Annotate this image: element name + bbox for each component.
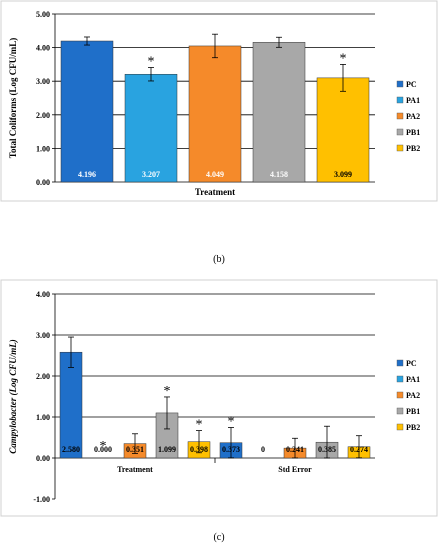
- y-tick-label-c: 4.00: [36, 290, 50, 299]
- data-label-c-pb1-0: 1.099: [158, 445, 176, 454]
- x-category-label-c: Treatment: [117, 465, 153, 474]
- y-tick-label-b: 3.00: [36, 77, 50, 86]
- chart-panel-b: 0.00 1.00 2.00 3.00 4.00 5.00 4.196 * 3.207 4.049…: [0, 0, 438, 202]
- data-label-c-pb1-1: 0.385: [318, 445, 336, 454]
- legend-swatch-pb2: [396, 144, 404, 152]
- data-label-c-pb2-1: 0.274: [350, 445, 368, 454]
- y-tick-label-c: 0.00: [36, 454, 50, 463]
- legend-swatch-pa2: [396, 112, 404, 120]
- y-tick-label-c: 1.00: [36, 413, 50, 422]
- data-label-c-pa1-0: 0.000: [94, 445, 112, 454]
- legend-label-pb2: PB2: [406, 423, 420, 432]
- legend-label-pc: PC: [406, 80, 417, 89]
- significance-star-c: *: [196, 418, 203, 433]
- panel-label-c: (c): [213, 532, 224, 543]
- legend-label-pa2: PA2: [406, 391, 420, 400]
- significance-star-c: *: [228, 415, 235, 430]
- x-category-label-c: Std Error: [278, 465, 312, 474]
- chart-panel-c: -1.000.001.002.003.004.002.580 *0.000 0.35…: [0, 279, 438, 517]
- data-label-c-pc-1: 0.373: [222, 445, 240, 454]
- y-axis-title-b: Total Coliforms (Log CFU/mL): [8, 38, 18, 158]
- bar-b-pb2: [316, 77, 370, 183]
- y-axis-title-c: Campylobacter (Log CFU/mL): [8, 339, 18, 454]
- y-tick-label-b: 0.00: [36, 178, 50, 187]
- data-label-b-pb1: 4.158: [270, 170, 288, 179]
- legend-swatch-pb2: [396, 423, 404, 431]
- y-tick-label-b: 5.00: [36, 10, 50, 19]
- bar-b-pa2: [188, 45, 242, 183]
- legend-swatch-pb1: [396, 407, 404, 415]
- y-tick-label-c: -1.00: [33, 495, 50, 504]
- legend-swatch-pa1: [396, 96, 404, 104]
- x-axis-title-b: Treatment: [195, 187, 235, 197]
- panel-label-b: (b): [213, 254, 225, 265]
- y-tick-label-b: 4.00: [36, 44, 50, 53]
- significance-star-b: *: [148, 55, 155, 70]
- data-label-c-pa1-1: 0: [261, 445, 265, 454]
- legend-label-pa1: PA1: [406, 375, 420, 384]
- bar-c-pc-0: [59, 351, 83, 459]
- legend-swatch-pa2: [396, 391, 404, 399]
- data-label-c-pb2-0: 0.398: [190, 445, 208, 454]
- y-tick-label-c: 3.00: [36, 331, 50, 340]
- legend-swatch-pc: [396, 80, 404, 88]
- legend-label-pa1: PA1: [406, 96, 420, 105]
- data-label-b-pa2: 4.049: [206, 170, 224, 179]
- legend-swatch-pb1: [396, 128, 404, 136]
- y-tick-label-c: 2.00: [36, 372, 50, 381]
- data-label-c-pa2-1: 0.241: [286, 445, 304, 454]
- bar-b-pb1: [252, 42, 306, 183]
- legend-label-pb2: PB2: [406, 144, 420, 153]
- bar-b-pc: [60, 40, 114, 183]
- legend-swatch-pa1: [396, 375, 404, 383]
- data-label-b-pa1: 3.207: [142, 170, 160, 179]
- legend-label-pb1: PB1: [406, 128, 420, 137]
- y-tick-label-b: 2.00: [36, 111, 50, 120]
- legend-swatch-pc: [396, 359, 404, 367]
- legend-label-pc: PC: [406, 359, 417, 368]
- data-label-b-pc: 4.196: [78, 170, 96, 179]
- legend-label-pb1: PB1: [406, 407, 420, 416]
- data-label-c-pa2-0: 0.351: [126, 445, 144, 454]
- bar-b-pa1: [124, 73, 178, 183]
- significance-star-c: *: [164, 384, 171, 399]
- y-tick-label-b: 1.00: [36, 144, 50, 153]
- legend-label-pa2: PA2: [406, 112, 420, 121]
- significance-star-c: *: [100, 439, 107, 454]
- data-label-b-pb2: 3.099: [334, 170, 352, 179]
- significance-star-b: *: [340, 51, 347, 66]
- data-label-c-pc-0: 2.580: [62, 445, 80, 454]
